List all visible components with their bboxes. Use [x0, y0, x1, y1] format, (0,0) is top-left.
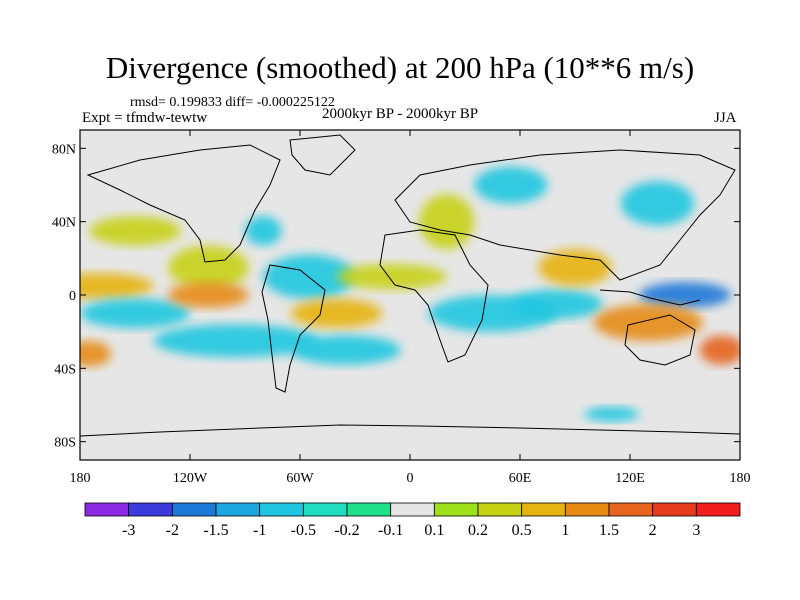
colorbar-swatch [346, 502, 392, 517]
y-tick-label: 80N [52, 142, 76, 157]
colorbar-swatch [564, 502, 610, 517]
anomaly-region-10 [290, 335, 401, 365]
colorbar-label: 2 [649, 522, 657, 539]
season-label: JJA [714, 110, 737, 126]
x-tick-label: 60W [286, 471, 314, 486]
anomaly-region-6 [153, 324, 319, 358]
colorbar-swatch [521, 502, 566, 517]
colorbar: -3 -2 -1.5 -1 -0.5 -0.2 -0.1 0.1 0.2 0.5 1 1.5 2 3 [84, 502, 741, 539]
coastline-eurasia [394, 149, 736, 281]
colorbar-swatch [302, 502, 348, 517]
coastline-antarctica [80, 424, 740, 437]
x-tick-label: 60E [509, 471, 532, 486]
chart-title: Divergence (smoothed) at 200 hPa (10**6 … [105, 50, 695, 85]
colorbar-label: -0.2 [334, 522, 359, 539]
coastline-greenland [289, 134, 356, 176]
anomaly-region-1 [80, 273, 154, 299]
colorbar-swatch [695, 502, 741, 517]
colorbar-swatch [477, 502, 523, 517]
anomaly-region-11 [336, 263, 447, 290]
anomaly-region-0 [89, 216, 181, 246]
x-axis: 180 120W 60W 0 60E 120E 180 [70, 130, 751, 486]
anomaly-region-15 [510, 289, 603, 319]
colorbar-swatch [259, 502, 304, 517]
y-tick-label: 40N [52, 216, 76, 231]
colorbar-label: -2 [166, 522, 179, 539]
coastline-africa [379, 229, 489, 363]
colorbar-label: -0.5 [291, 522, 316, 539]
anomaly-region-7 [245, 216, 282, 246]
colorbar-label: 0.2 [468, 522, 488, 539]
anomaly-region-2 [80, 340, 112, 367]
x-tick-label: 120E [615, 471, 645, 486]
x-tick-label: 0 [407, 471, 414, 486]
coastline-south-america [261, 264, 326, 393]
coastline-australia [624, 314, 696, 366]
colorbar-swatch [433, 502, 479, 517]
coastline-indonesia [599, 289, 701, 306]
anomaly-region-13 [474, 166, 548, 204]
anomaly-region-12 [419, 194, 475, 250]
colorbar-swatch [390, 502, 435, 517]
y-tick-label: 0 [69, 289, 76, 304]
colorbar-swatch [84, 502, 130, 517]
colorbar-label: -3 [122, 522, 135, 539]
anomaly-region-5 [168, 282, 249, 308]
y-tick-label: 40S [54, 362, 76, 377]
colorbar-swatch [215, 502, 261, 517]
colorbar-swatch [608, 502, 654, 517]
coastlines [80, 134, 740, 437]
colorbar-swatch [652, 502, 697, 517]
period-label: 2000kyr BP - 2000kyr BP [322, 106, 479, 122]
anomaly-region-3 [80, 298, 190, 329]
colorbar-label: 3 [692, 522, 700, 539]
anomaly-region-9 [290, 298, 383, 329]
colorbar-label: -1 [253, 522, 266, 539]
anomaly-region-8 [263, 254, 355, 299]
anomaly-region-20 [699, 335, 740, 365]
colorbar-label: 0.5 [512, 522, 532, 539]
x-tick-label: 180 [70, 471, 91, 486]
stats-label: rmsd= 0.199833 diff= -0.000225122 [130, 95, 335, 110]
coastline-north-america [86, 144, 281, 263]
y-axis: 80N 40N 0 40S 80S [52, 142, 740, 451]
colorbar-swatch [128, 502, 173, 517]
x-tick-label: 180 [730, 471, 751, 486]
colorbar-label: 0.1 [424, 522, 444, 539]
colorbar-label: -1.5 [203, 522, 228, 539]
x-tick-label: 120W [173, 471, 208, 486]
anomaly-region-18 [639, 282, 731, 308]
experiment-label: Expt = tfmdw-tewtw [82, 110, 208, 126]
anomaly-region-21 [584, 406, 640, 422]
colorbar-label: 1.5 [599, 522, 619, 539]
y-tick-label: 80S [54, 436, 76, 451]
anomaly-region-17 [620, 181, 695, 226]
colorbar-swatch [171, 502, 217, 517]
anomaly-region-19 [593, 304, 704, 341]
anomaly-region-16 [538, 249, 612, 286]
colorbar-label: -0.1 [378, 522, 403, 539]
colorbar-label: 1 [561, 522, 569, 539]
